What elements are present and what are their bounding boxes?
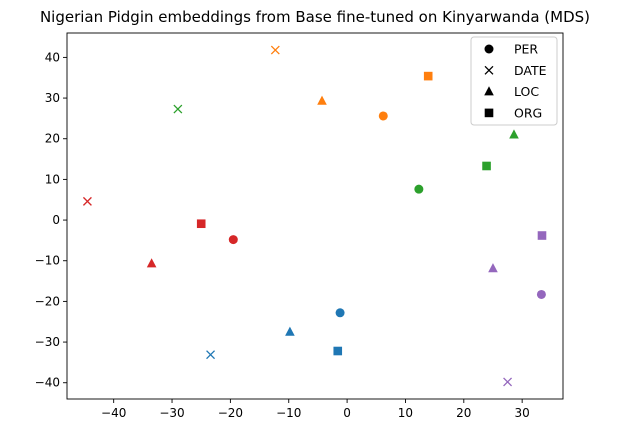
legend-marker-date	[484, 65, 494, 75]
data-point-square-7	[423, 71, 433, 81]
data-point-circle-12	[335, 308, 345, 318]
y-tick-label: −20	[35, 294, 60, 308]
y-tick-label: 40	[45, 50, 60, 64]
y-tick-label: 20	[45, 132, 60, 146]
legend-marker-per	[484, 44, 494, 54]
data-point-square-11	[482, 161, 491, 171]
x-tick-label: 10	[398, 406, 413, 420]
data-point-square-15	[333, 346, 343, 356]
data-point-triangle-2	[146, 258, 157, 268]
x-tick-label: 20	[456, 406, 471, 420]
x-tick-label: −40	[101, 406, 126, 420]
y-axis-ticks: −40 −30 −20 −10 0 10 20 30 40	[35, 50, 67, 390]
data-point-x-5	[270, 45, 280, 55]
y-tick-label: −40	[35, 376, 60, 390]
data-point-circle-4	[378, 111, 388, 121]
legend-label-date: DATE	[514, 63, 547, 78]
y-tick-label: −10	[35, 254, 60, 268]
data-point-x-9	[173, 104, 183, 114]
plot-marks	[82, 45, 547, 387]
data-point-triangle-10	[509, 129, 519, 139]
legend-marker-org	[484, 108, 494, 118]
y-tick-label: −30	[35, 335, 60, 349]
legend-label-per: PER	[514, 42, 538, 57]
x-tick-label: 30	[515, 406, 530, 420]
legend-label-loc: LOC	[514, 84, 539, 99]
legend-label-org: ORG	[514, 105, 542, 120]
data-point-square-19	[537, 231, 547, 240]
x-tick-label: −10	[276, 406, 301, 420]
x-tick-label: 0	[343, 406, 351, 420]
y-tick-label: 30	[45, 91, 60, 105]
legend-marker-loc	[484, 86, 494, 96]
x-tick-label: −20	[218, 406, 243, 420]
data-point-x-17	[503, 377, 513, 387]
y-tick-label: 0	[52, 213, 60, 227]
data-point-triangle-18	[488, 263, 498, 273]
data-point-circle-0	[228, 235, 238, 245]
y-tick-label: 10	[45, 172, 60, 186]
data-point-circle-16	[536, 289, 546, 299]
legend-box	[470, 36, 558, 126]
x-axis-ticks: −40 −30 −20 −10 0 10 20 30	[101, 399, 530, 420]
data-point-x-13	[206, 350, 216, 360]
chart-title: Nigerian Pidgin embeddings from Base fin…	[40, 8, 590, 26]
data-point-square-3	[196, 219, 206, 229]
x-tick-label: −30	[159, 406, 184, 420]
axes-frame	[66, 32, 564, 400]
legend: PER DATE LOC ORG	[470, 36, 558, 126]
data-point-x-1	[82, 196, 92, 206]
data-point-circle-8	[414, 184, 424, 194]
data-point-triangle-6	[317, 95, 327, 105]
data-point-triangle-14	[285, 326, 295, 336]
